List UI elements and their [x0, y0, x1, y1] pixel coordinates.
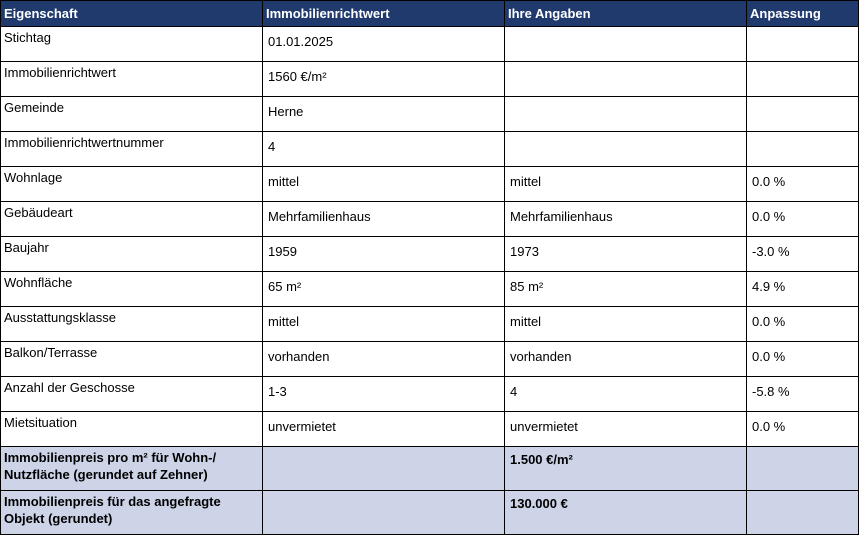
table-cell: 01.01.2025	[262, 26, 505, 62]
empty-cell	[504, 61, 747, 97]
table-cell: Immobilienrichtwert	[0, 61, 263, 97]
table-row: Mietsituation unvermietet unvermietet 0.0 %	[0, 411, 859, 447]
table-cell: mittel	[504, 166, 747, 202]
table-cell: Ausstattungsklasse	[0, 306, 263, 342]
header-cell: Eigenschaft	[0, 0, 263, 27]
table-cell: vorhanden	[262, 341, 505, 377]
table-cell: Mietsituation	[0, 411, 263, 447]
table-cell: mittel	[262, 166, 505, 202]
table-row: Immobilienrichtwert 1560 €/m²	[0, 61, 859, 97]
table-cell: unvermietet	[504, 411, 747, 447]
empty-cell	[746, 61, 859, 97]
table-body: Stichtag 01.01.2025 Immobilienrichtwert 156…	[0, 26, 859, 535]
table-cell: 0.0 %	[746, 306, 859, 342]
table-cell: Immobilienrichtwertnummer	[0, 131, 263, 167]
table-row: Ausstattungsklasse mittel mittel 0.0 %	[0, 306, 859, 342]
table-cell: Anzahl der Geschosse	[0, 376, 263, 412]
empty-cell	[504, 131, 747, 167]
table-cell: unvermietet	[262, 411, 505, 447]
table-cell: 130.000 €	[504, 490, 747, 535]
table-cell: Stichtag	[0, 26, 263, 62]
table-row: Wohnlage mittel mittel 0.0 %	[0, 166, 859, 202]
empty-cell	[262, 490, 505, 535]
table-row: Anzahl der Geschosse 1-3 4 -5.8 %	[0, 376, 859, 412]
summary-row: Immobilienpreis für das angefragte Objek…	[0, 490, 859, 535]
header-cell: Anpassung	[746, 0, 859, 27]
table-cell: 1959	[262, 236, 505, 272]
table-cell: 65 m²	[262, 271, 505, 307]
empty-cell	[746, 26, 859, 62]
empty-cell	[746, 96, 859, 132]
table-cell: Herne	[262, 96, 505, 132]
header-row: Eigenschaft Immobilienrichtwert Ihre Angab…	[0, 0, 859, 27]
table-cell: 0.0 %	[746, 341, 859, 377]
empty-cell	[746, 490, 859, 535]
table-cell: -3.0 %	[746, 236, 859, 272]
table-cell: Immobilienpreis für das angefragte Objek…	[0, 490, 263, 535]
table-cell: 0.0 %	[746, 411, 859, 447]
table-cell: 1.500 €/m²	[504, 446, 747, 491]
table-cell: mittel	[504, 306, 747, 342]
table-cell: Balkon/Terrasse	[0, 341, 263, 377]
table-row: Baujahr 1959 1973 -3.0 %	[0, 236, 859, 272]
empty-cell	[746, 131, 859, 167]
empty-cell	[504, 26, 747, 62]
summary-row: Immobilienpreis pro m² für Wohn-/ Nutzfl…	[0, 446, 859, 491]
table-cell: Immobilienpreis pro m² für Wohn-/ Nutzfl…	[0, 446, 263, 491]
table-cell: -5.8 %	[746, 376, 859, 412]
table-cell: 1973	[504, 236, 747, 272]
table-cell: 4	[262, 131, 505, 167]
table-row: Wohnfläche 65 m² 85 m² 4.9 %	[0, 271, 859, 307]
table-cell: 85 m²	[504, 271, 747, 307]
table-cell: 0.0 %	[746, 201, 859, 237]
table-row: Balkon/Terrasse vorhanden vorhanden 0.0 %	[0, 341, 859, 377]
table-cell: 4.9 %	[746, 271, 859, 307]
table-row: Stichtag 01.01.2025	[0, 26, 859, 62]
header-cell: Ihre Angaben	[504, 0, 747, 27]
table-cell: Gemeinde	[0, 96, 263, 132]
table-cell: Wohnlage	[0, 166, 263, 202]
table-cell: Wohnfläche	[0, 271, 263, 307]
table-cell: 1560 €/m²	[262, 61, 505, 97]
table-cell: Mehrfamilienhaus	[262, 201, 505, 237]
table-cell: 4	[504, 376, 747, 412]
table-cell: Mehrfamilienhaus	[504, 201, 747, 237]
empty-cell	[746, 446, 859, 491]
table-cell: Baujahr	[0, 236, 263, 272]
table-row: Immobilienrichtwertnummer 4	[0, 131, 859, 167]
table-cell: 0.0 %	[746, 166, 859, 202]
table-row: Gebäudeart Mehrfamilienhaus Mehrfamilienha…	[0, 201, 859, 237]
header-cell: Immobilienrichtwert	[262, 0, 505, 27]
table-cell: Gebäudeart	[0, 201, 263, 237]
empty-cell	[504, 96, 747, 132]
empty-cell	[262, 446, 505, 491]
table-row: Gemeinde Herne	[0, 96, 859, 132]
table-cell: vorhanden	[504, 341, 747, 377]
table-cell: mittel	[262, 306, 505, 342]
table-cell: 1-3	[262, 376, 505, 412]
